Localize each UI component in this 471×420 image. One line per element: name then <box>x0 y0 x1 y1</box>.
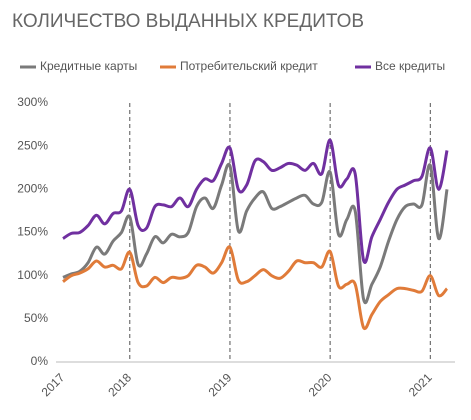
x-tick-label: 2019 <box>206 370 235 399</box>
series-line <box>62 138 449 264</box>
y-tick-label: 100% <box>17 268 48 282</box>
y-tick-label: 200% <box>17 182 48 196</box>
chart-title: КОЛИЧЕСТВО ВЫДАННЫХ КРЕДИТОВ <box>12 11 364 32</box>
legend-label: Кредитные карты <box>40 59 137 73</box>
x-tick-label: 2018 <box>105 370 134 399</box>
legend-label: Потребительский кредит <box>180 59 318 73</box>
y-tick-label: 0% <box>31 354 49 368</box>
y-tick-label: 300% <box>17 95 48 109</box>
y-tick-label: 150% <box>17 225 48 239</box>
series-line <box>62 245 449 331</box>
series-line <box>62 162 449 305</box>
y-tick-label: 250% <box>17 138 48 152</box>
x-tick-label: 2020 <box>306 370 335 399</box>
legend-label: Все кредиты <box>375 59 445 73</box>
x-tick-label: 2021 <box>406 370 435 399</box>
y-tick-label: 50% <box>24 311 48 325</box>
x-tick-label: 2017 <box>39 370 68 399</box>
